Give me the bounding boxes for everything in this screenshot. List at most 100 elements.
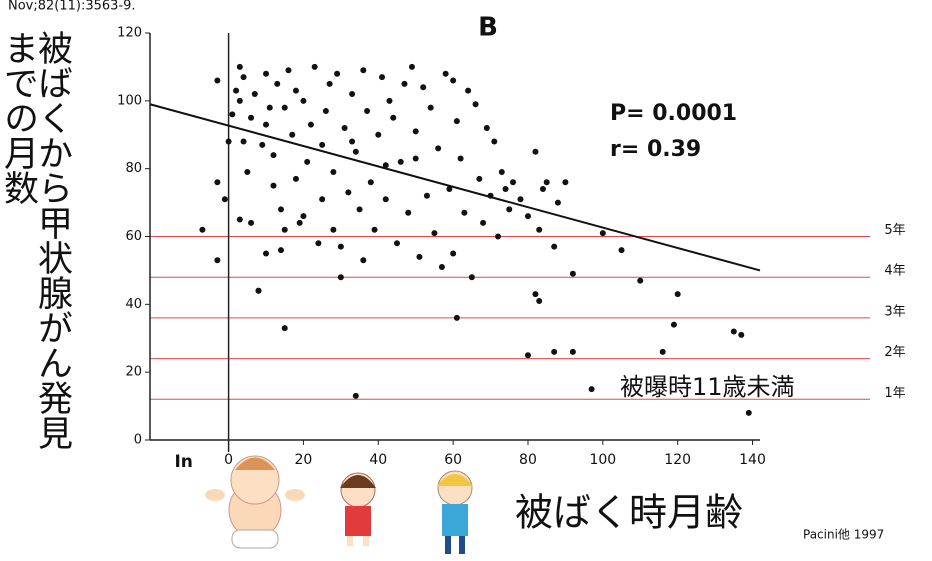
point: [236, 97, 243, 104]
point: [674, 291, 681, 298]
point: [397, 158, 404, 165]
point: [364, 108, 371, 115]
point: [289, 131, 296, 138]
point: [476, 175, 483, 182]
point: [420, 84, 427, 91]
point: [379, 74, 386, 81]
point: [300, 97, 307, 104]
point: [438, 264, 445, 271]
point: [266, 104, 273, 111]
point: [390, 114, 397, 121]
point: [240, 138, 247, 145]
point: [446, 186, 453, 193]
point: [352, 148, 359, 155]
point: [543, 179, 550, 186]
point: [214, 257, 221, 264]
point: [263, 250, 270, 257]
point: [263, 121, 270, 128]
point: [281, 104, 288, 111]
point: [480, 219, 487, 226]
point: [300, 213, 307, 220]
point: [502, 186, 509, 193]
point: [251, 91, 258, 98]
point: [401, 80, 408, 87]
source: Pacini他 1997: [803, 528, 884, 542]
point: [412, 128, 419, 135]
y-tick-label: 120: [117, 26, 142, 41]
y-tick-label: 20: [125, 365, 142, 380]
point: [506, 206, 513, 213]
citation: Nov;82(11):3563-9.: [8, 0, 136, 14]
point: [270, 152, 277, 159]
point: [738, 331, 745, 338]
point: [292, 87, 299, 94]
point: [285, 67, 292, 74]
point: [229, 111, 236, 118]
x-tick-label: 100: [589, 452, 616, 468]
point: [498, 169, 505, 176]
point: [431, 230, 438, 237]
point: [468, 274, 475, 281]
point: [352, 392, 359, 399]
point: [330, 226, 337, 233]
point: [382, 162, 389, 169]
point: [356, 206, 363, 213]
y-tick-label: 60: [125, 229, 142, 244]
point: [408, 63, 415, 70]
y-tick-label: 0: [134, 433, 142, 448]
point: [349, 138, 356, 145]
point: [337, 274, 344, 281]
point: [405, 209, 412, 216]
point: [745, 409, 752, 416]
point: [536, 226, 543, 233]
reference-label: 4年: [884, 264, 905, 279]
point: [292, 175, 299, 182]
point: [311, 63, 318, 70]
note: 被曝時11歳未満: [620, 373, 795, 401]
point: [539, 186, 546, 193]
point: [277, 247, 284, 254]
point: [524, 213, 531, 220]
x-tick-label: 80: [519, 452, 537, 468]
y-tick-label: 100: [117, 93, 142, 108]
x-tick-label: 0: [224, 452, 233, 468]
point: [510, 179, 517, 186]
point: [435, 145, 442, 152]
point: [334, 70, 341, 77]
point: [450, 250, 457, 257]
point: [360, 67, 367, 74]
point: [393, 240, 400, 247]
point: [453, 118, 460, 125]
point: [588, 386, 595, 393]
point: [349, 91, 356, 98]
point: [618, 247, 625, 254]
point: [442, 70, 449, 77]
point: [236, 63, 243, 70]
point: [637, 277, 644, 284]
y-tick-label: 80: [125, 161, 142, 176]
point: [296, 219, 303, 226]
x-tick-label: 120: [664, 452, 691, 468]
point: [386, 97, 393, 104]
point: [551, 348, 558, 355]
point: [730, 328, 737, 335]
point: [472, 101, 479, 108]
point: [562, 179, 569, 186]
reference-label: 2年: [884, 345, 905, 360]
girl-icon: [340, 472, 376, 546]
point: [382, 196, 389, 203]
point: [330, 169, 337, 176]
point: [465, 87, 472, 94]
point: [307, 121, 314, 128]
point: [221, 196, 228, 203]
point: [375, 131, 382, 138]
point: [255, 287, 262, 294]
point: [199, 226, 206, 233]
trend-line: [149, 103, 761, 272]
x-tick-label: 140: [739, 452, 766, 468]
point: [259, 141, 266, 148]
point: [483, 124, 490, 131]
point: [341, 124, 348, 131]
point: [532, 291, 539, 298]
point: [450, 77, 457, 84]
